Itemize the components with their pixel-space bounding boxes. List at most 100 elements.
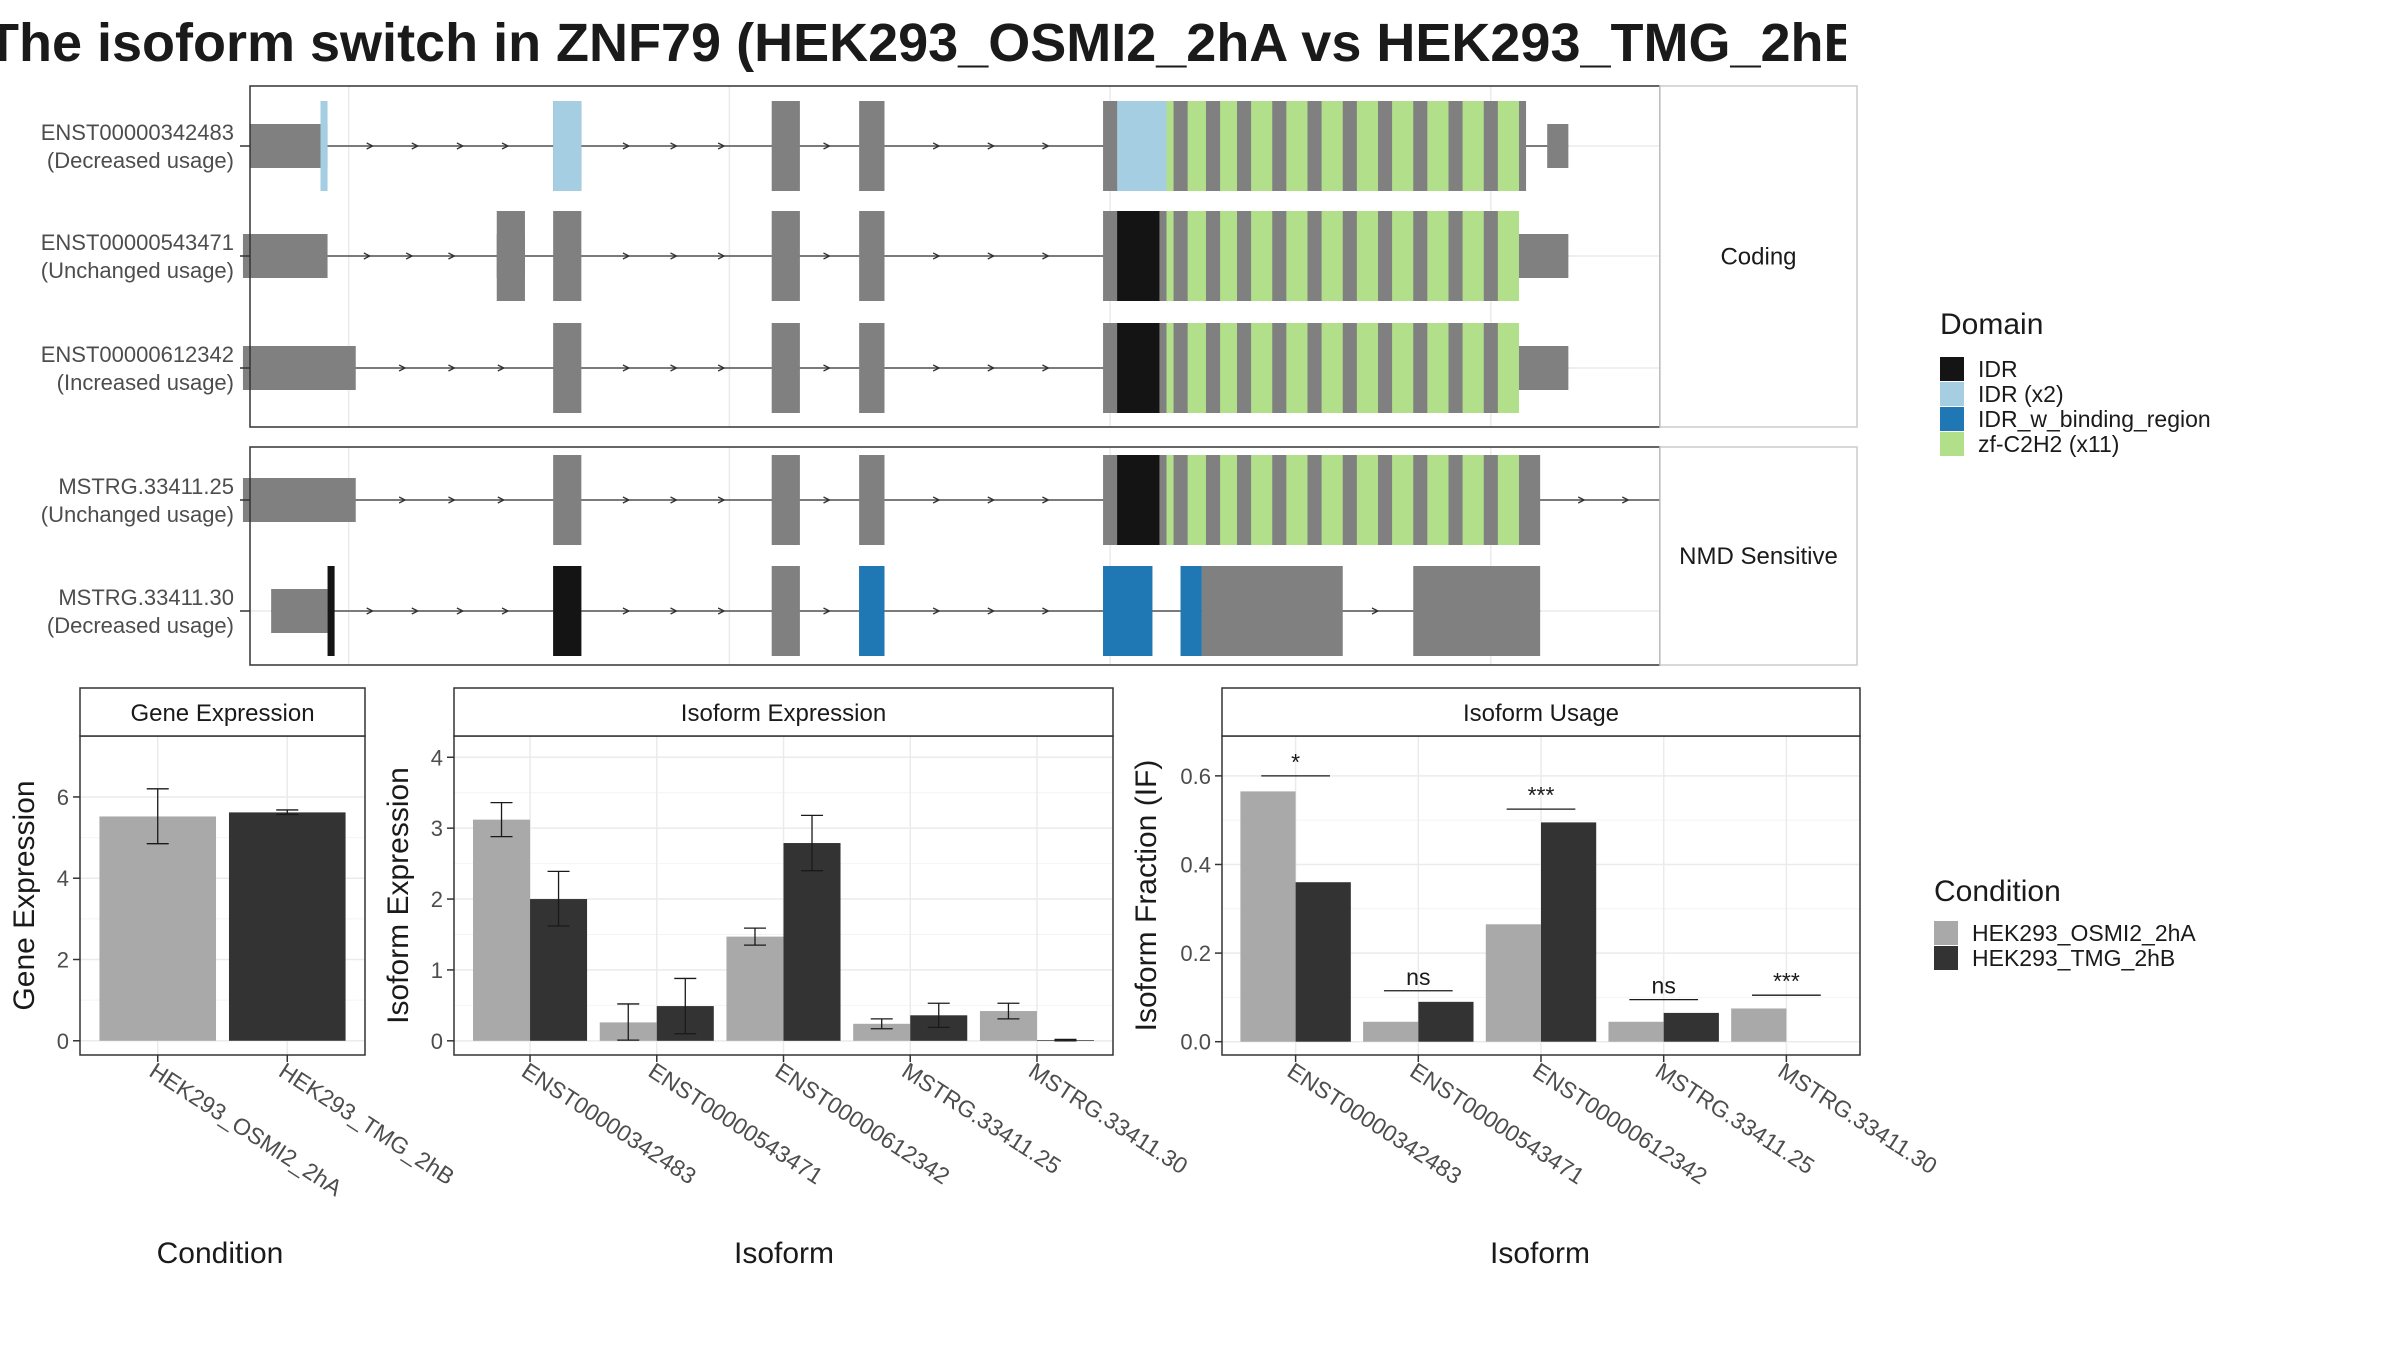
exon [1201, 566, 1343, 656]
intron-arrow [823, 364, 831, 372]
exon [1519, 346, 1569, 390]
intron-arrow [622, 364, 631, 372]
intron-arrow [670, 142, 678, 150]
transcript-enst00000342483 [250, 101, 1569, 191]
exon-boundary [1483, 211, 1498, 301]
y-tick-label: 0.4 [1180, 852, 1211, 877]
intron-arrow [1042, 607, 1050, 615]
domain-legend-label: zf-C2H2 (x11) [1978, 431, 2119, 457]
intron-arrow [823, 607, 831, 615]
exon-boundary [1342, 455, 1357, 545]
intron-arrow [363, 252, 372, 260]
error-bar [617, 1003, 640, 1041]
transcript-label: MSTRG.33411.25 [58, 474, 234, 499]
domain-legend-label: IDR_w_binding_region [1978, 406, 2211, 432]
exon [771, 455, 800, 545]
exon-boundary [1307, 101, 1322, 191]
exon-boundary [1448, 211, 1463, 301]
intron-arrow [823, 142, 831, 150]
exon [496, 234, 525, 278]
intron-arrow [1577, 496, 1586, 504]
error-bar [547, 870, 570, 927]
exon [771, 566, 800, 656]
domain-idr [1117, 455, 1160, 545]
facet-strip [1221, 687, 1861, 737]
exon [1519, 101, 1527, 191]
domain-legend-key [1940, 357, 1964, 381]
error-bar [490, 801, 513, 838]
intron-arrow [1621, 496, 1630, 504]
exon [271, 589, 328, 633]
intron-arrow [1042, 142, 1050, 150]
bar [1418, 1001, 1474, 1042]
error-bar [801, 814, 824, 872]
intron-arrow [405, 252, 414, 260]
transcript-label: ENST00000342483 [41, 120, 234, 145]
exon-boundary [1307, 455, 1322, 545]
significance-label: *** [1528, 782, 1555, 808]
exon-boundary [1237, 211, 1252, 301]
exon [859, 211, 885, 301]
exon [771, 101, 800, 191]
domain-legend-key [1940, 407, 1964, 431]
error-bar [146, 788, 169, 845]
intron-arrow [448, 364, 456, 372]
exon-boundary [1237, 455, 1252, 545]
error-bar [997, 1002, 1020, 1020]
exon [553, 455, 582, 545]
bar [1608, 1021, 1664, 1042]
exon-boundary [1272, 323, 1287, 413]
exon-boundary [1237, 101, 1252, 191]
facet-strip-label: Coding [1720, 244, 1796, 271]
intron-arrow [398, 364, 407, 372]
exon [771, 323, 800, 413]
exon [242, 234, 328, 278]
facet-strip [453, 687, 1114, 737]
domain-idr [553, 566, 582, 656]
transcript-enst00000612342 [242, 323, 1569, 413]
exon-boundary [1272, 101, 1287, 191]
figure-title: The isoform switch in ZNF79 (HEK293_OSMI… [0, 13, 1846, 73]
exon [859, 101, 885, 191]
intron-arrow [1042, 252, 1050, 260]
transcript-usage-label: (Unchanged usage) [41, 258, 234, 283]
exon [771, 211, 800, 301]
intron-arrow [366, 607, 375, 615]
exon-boundary [1307, 323, 1322, 413]
bar [1295, 882, 1351, 1042]
bar [99, 816, 217, 1041]
domain-legend-title: Domain [1940, 308, 2043, 341]
domain-idr-x2 [320, 101, 328, 191]
x-axis-title: Isoform [1490, 1237, 1590, 1270]
y-tick-label: 0.2 [1180, 941, 1211, 966]
exon-boundary [1413, 323, 1428, 413]
intron-arrow [823, 496, 831, 504]
intron-arrow [398, 496, 407, 504]
bar [853, 1023, 911, 1041]
error-bar [870, 1018, 893, 1030]
facet-strip-label: NMD Sensitive [1679, 543, 1838, 570]
intron-arrow [622, 142, 631, 150]
significance-label: ns [1652, 973, 1676, 999]
intron-arrow [717, 496, 726, 504]
intron-arrow [987, 496, 996, 504]
intron-arrow [717, 364, 726, 372]
bar [473, 819, 531, 1041]
intron-arrow [987, 142, 996, 150]
error-bar [276, 809, 299, 816]
exon-boundary [1272, 211, 1287, 301]
intron-arrow [501, 607, 510, 615]
intron-arrow [932, 364, 941, 372]
bar [1663, 1012, 1719, 1042]
exon [859, 455, 885, 545]
exon-boundary [1205, 101, 1221, 191]
exon-boundary [1413, 101, 1428, 191]
exon-boundary [1272, 455, 1287, 545]
exon [553, 323, 582, 413]
bar [726, 936, 784, 1041]
exon-boundary [1205, 211, 1221, 301]
transcript-usage-label: (Decreased usage) [47, 613, 234, 638]
y-axis-title: Gene Expression [8, 780, 41, 1010]
